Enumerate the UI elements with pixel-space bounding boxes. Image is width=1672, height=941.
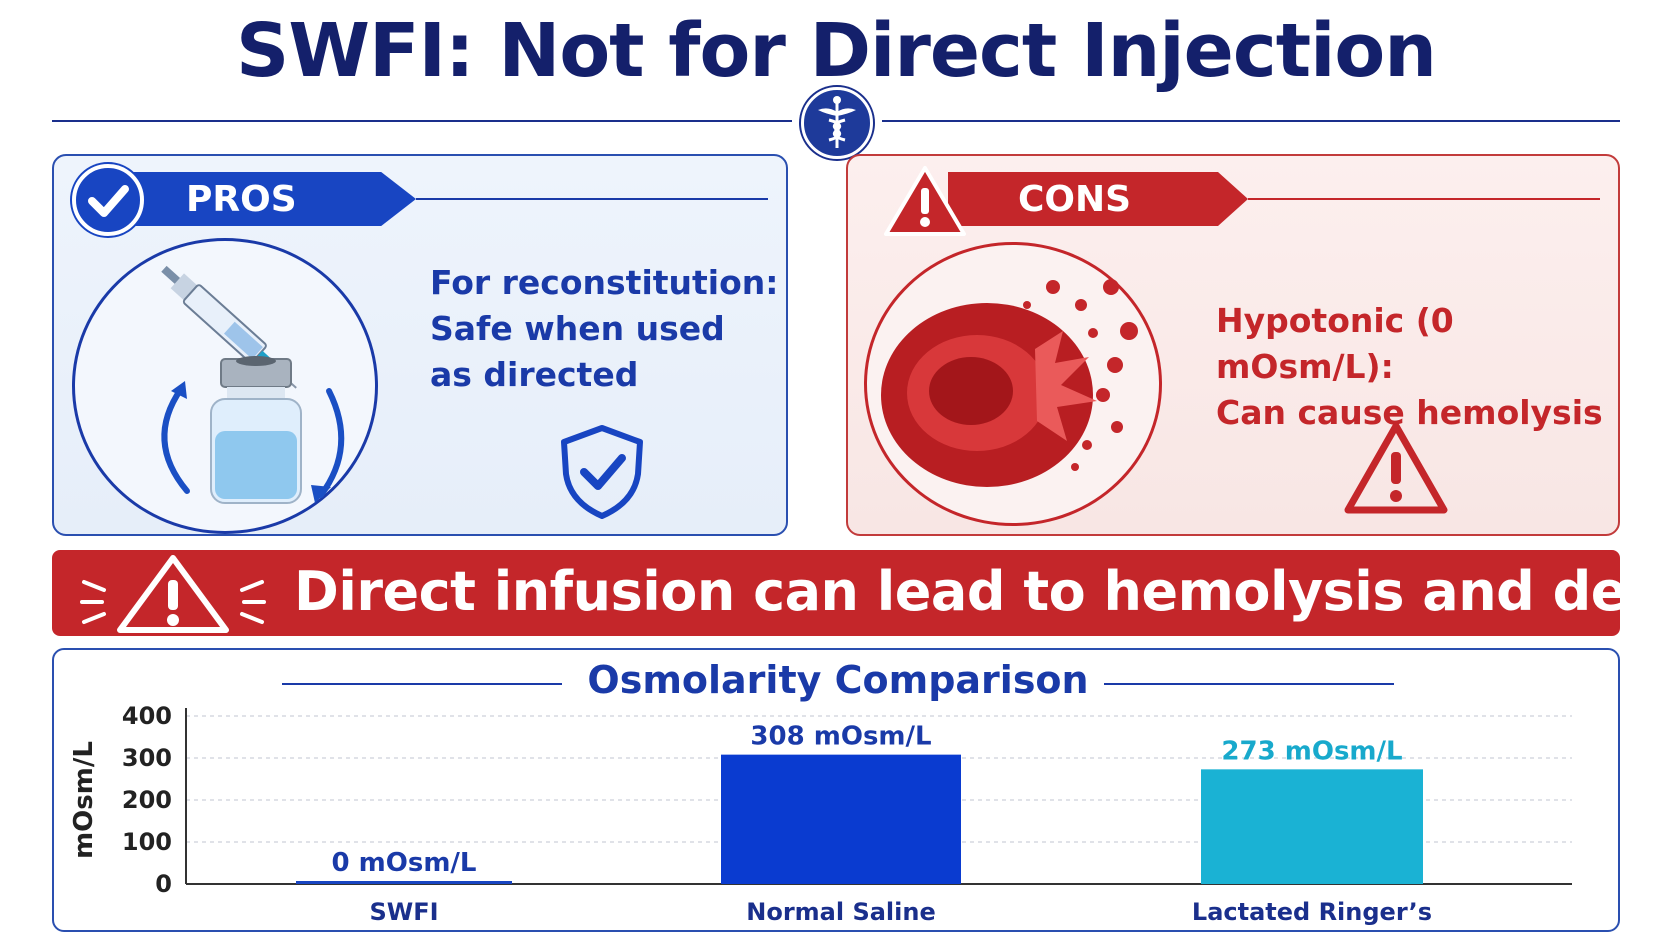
pros-text: For reconstitution: Safe when used as di… — [430, 260, 778, 398]
warning-banner: Direct infusion can lead to hemolysis an… — [52, 550, 1672, 636]
bar-2 — [1201, 769, 1423, 884]
pros-line-3: as directed — [430, 355, 639, 394]
rupturing-blood-cell-icon — [881, 279, 1138, 487]
y-tick-label: 200 — [122, 786, 172, 814]
caduceus-icon — [801, 87, 873, 159]
cons-line-2: Can cause hemolysis — [1216, 393, 1603, 432]
page-title: SWFI: Not for Direct Injection — [236, 8, 1437, 94]
cons-tag-label: CONS — [1018, 178, 1132, 220]
warning-tag-icon — [884, 166, 966, 236]
title-divider-right — [882, 120, 1620, 122]
cons-tag: CONS — [948, 172, 1248, 226]
data-label: 0 mOsm/L — [332, 848, 477, 878]
syringe-vial-illustration — [72, 238, 378, 534]
chart-title-rule-left — [282, 683, 562, 685]
warning-icon — [1344, 422, 1448, 514]
cons-line-1: Hypotonic (0 mOsm/L): — [1216, 301, 1454, 386]
y-tick-label: 300 — [122, 744, 172, 772]
shield-check-icon — [561, 425, 643, 519]
pros-tag: PROS — [126, 172, 416, 226]
bar-0 — [296, 881, 512, 884]
y-axis-label: mOsm/L — [69, 741, 99, 859]
x-category-label: Lactated Ringer’s — [1192, 898, 1432, 926]
x-category-label: Normal Saline — [746, 898, 936, 926]
banner-text: Direct infusion can lead to hemolysis an… — [294, 560, 1672, 623]
data-label: 308 mOsm/L — [750, 722, 931, 752]
y-tick-label: 100 — [122, 828, 172, 856]
pros-tag-rule — [416, 198, 768, 200]
x-category-label: SWFI — [369, 898, 438, 926]
chart-panel: Osmolarity Comparison 0 100 200 300 400 mOsm/… — [52, 648, 1620, 932]
data-label: 273 mOsm/L — [1221, 736, 1402, 766]
pros-tag-label: PROS — [186, 178, 297, 220]
cons-panel: CONS Hypotonic (0 mOsm/L): Can cause he — [846, 154, 1620, 536]
y-tick-label: 0 — [155, 870, 172, 898]
pros-line-1: For reconstitution: — [430, 263, 779, 302]
checkmark-badge-icon — [72, 164, 144, 236]
pros-line-2: Safe when used — [430, 309, 725, 348]
pros-panel: PROS — [52, 154, 788, 536]
cons-tag-rule — [1248, 198, 1600, 200]
title-divider-left — [52, 120, 792, 122]
syringe-vial-icon — [161, 265, 345, 504]
chart-title-rule-right — [1104, 683, 1394, 685]
chart-title: Osmolarity Comparison — [587, 658, 1089, 702]
red-blood-cell-illustration — [864, 242, 1162, 526]
bar-1 — [721, 754, 961, 884]
cons-text: Hypotonic (0 mOsm/L): Can cause hemolysi… — [1216, 298, 1618, 436]
y-tick-label: 400 — [122, 702, 172, 730]
alert-triangle-icon — [80, 555, 266, 633]
osmolarity-bar-chart: 0 100 200 300 400 mOsm/L 0 mOsm/L SWFI 308 mOsm/… — [69, 702, 1572, 926]
